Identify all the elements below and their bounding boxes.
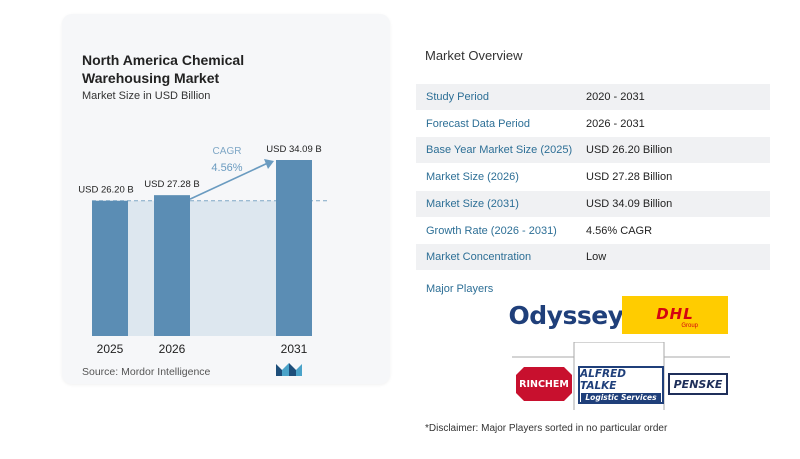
overview-row: Base Year Market Size (2025) USD 26.20 Bi… xyxy=(416,137,770,164)
cagr-label: CAGR xyxy=(213,146,242,157)
overview-row-label: Growth Rate (2026 - 2031) xyxy=(426,224,557,237)
bar-value-label: USD 27.28 B xyxy=(144,179,199,190)
cagr-value: 4.56% xyxy=(211,162,242,174)
penske-logo: PENSKE xyxy=(668,373,728,395)
x-tick-label: 2025 xyxy=(97,342,124,356)
bar-value-label: USD 34.09 B xyxy=(266,144,321,155)
rinchem-logo: RINCHEM xyxy=(516,367,572,401)
cagr-arrow-head xyxy=(264,159,274,169)
rinchem-logo-text: RINCHEM xyxy=(519,378,569,390)
chart-source: Source: Mordor Intelligence xyxy=(82,366,211,378)
overview-row: Forecast Data Period 2026 - 2031 xyxy=(416,111,770,137)
disclaimer: *Disclaimer: Major Players sorted in no … xyxy=(425,423,668,434)
chart-title: North America Chemical Warehousing Marke… xyxy=(82,52,245,86)
overview-row: Study Period 2020 - 2031 xyxy=(416,84,770,110)
bar-value-label: USD 26.20 B xyxy=(78,185,133,196)
growth-band xyxy=(128,200,276,336)
x-tick-label: 2031 xyxy=(281,342,308,356)
overview-row-value: 4.56% CAGR xyxy=(586,224,653,237)
overview-row: Market Size (2031) USD 34.09 Billion xyxy=(416,190,770,217)
odyssey-logo-text: Odyssey xyxy=(508,300,624,330)
odyssey-logo: Odyssey xyxy=(509,295,624,335)
bar xyxy=(276,160,312,336)
logo-divider-lines xyxy=(512,342,730,410)
alfred-talke-logo: ALFRED TALKE Logistic Services xyxy=(578,366,664,404)
alfred-talke-logo-subtext: Logistic Services xyxy=(581,393,661,402)
overview-row-value: USD 27.28 Billion xyxy=(586,171,673,184)
overview-row-value: Low xyxy=(586,251,607,264)
overview-row-label: Base Year Market Size (2025) xyxy=(426,144,573,157)
x-tick-label: 2026 xyxy=(159,342,186,356)
overview-row: Market Concentration Low xyxy=(416,244,770,271)
cagr-arrow xyxy=(189,161,271,200)
alfred-talke-logo-text: ALFRED TALKE xyxy=(580,368,626,392)
dhl-logo-subtext: Group xyxy=(681,323,698,329)
bar xyxy=(92,200,128,336)
penske-logo-text: PENSKE xyxy=(673,377,723,391)
overview-row-value: USD 26.20 Billion xyxy=(586,144,673,157)
overview-row: Growth Rate (2026 - 2031) 4.56% CAGR xyxy=(416,218,770,244)
overview-title: Market Overview xyxy=(425,48,523,63)
overview-row-value: 2026 - 2031 xyxy=(586,117,645,130)
dhl-logo: DHL Group xyxy=(622,296,728,334)
chart-subtitle: Market Size in USD Billion xyxy=(82,90,211,102)
rinchem-badge-icon xyxy=(516,367,572,401)
mordor-logo-icon xyxy=(276,363,302,376)
overview-row-label: Market Size (2031) xyxy=(426,197,519,210)
dhl-logo-text: DHL xyxy=(656,305,694,323)
overview-row-label: Study Period xyxy=(426,91,489,103)
overview-row-value: USD 34.09 Billion xyxy=(586,197,673,210)
bar-chart: USD 26.20 B 2025 USD 27.28 B 2026 USD 34.09 … xyxy=(78,144,328,356)
bar xyxy=(154,195,190,336)
overview-row-value: 2020 - 2031 xyxy=(586,91,645,103)
overview-row-label: Market Concentration xyxy=(426,251,532,264)
major-players-title: Major Players xyxy=(426,283,494,295)
overview-row-label: Forecast Data Period xyxy=(426,117,530,130)
overview-row: Market Size (2026) USD 27.28 Billion xyxy=(416,164,770,190)
overview-row-label: Market Size (2026) xyxy=(426,171,519,184)
